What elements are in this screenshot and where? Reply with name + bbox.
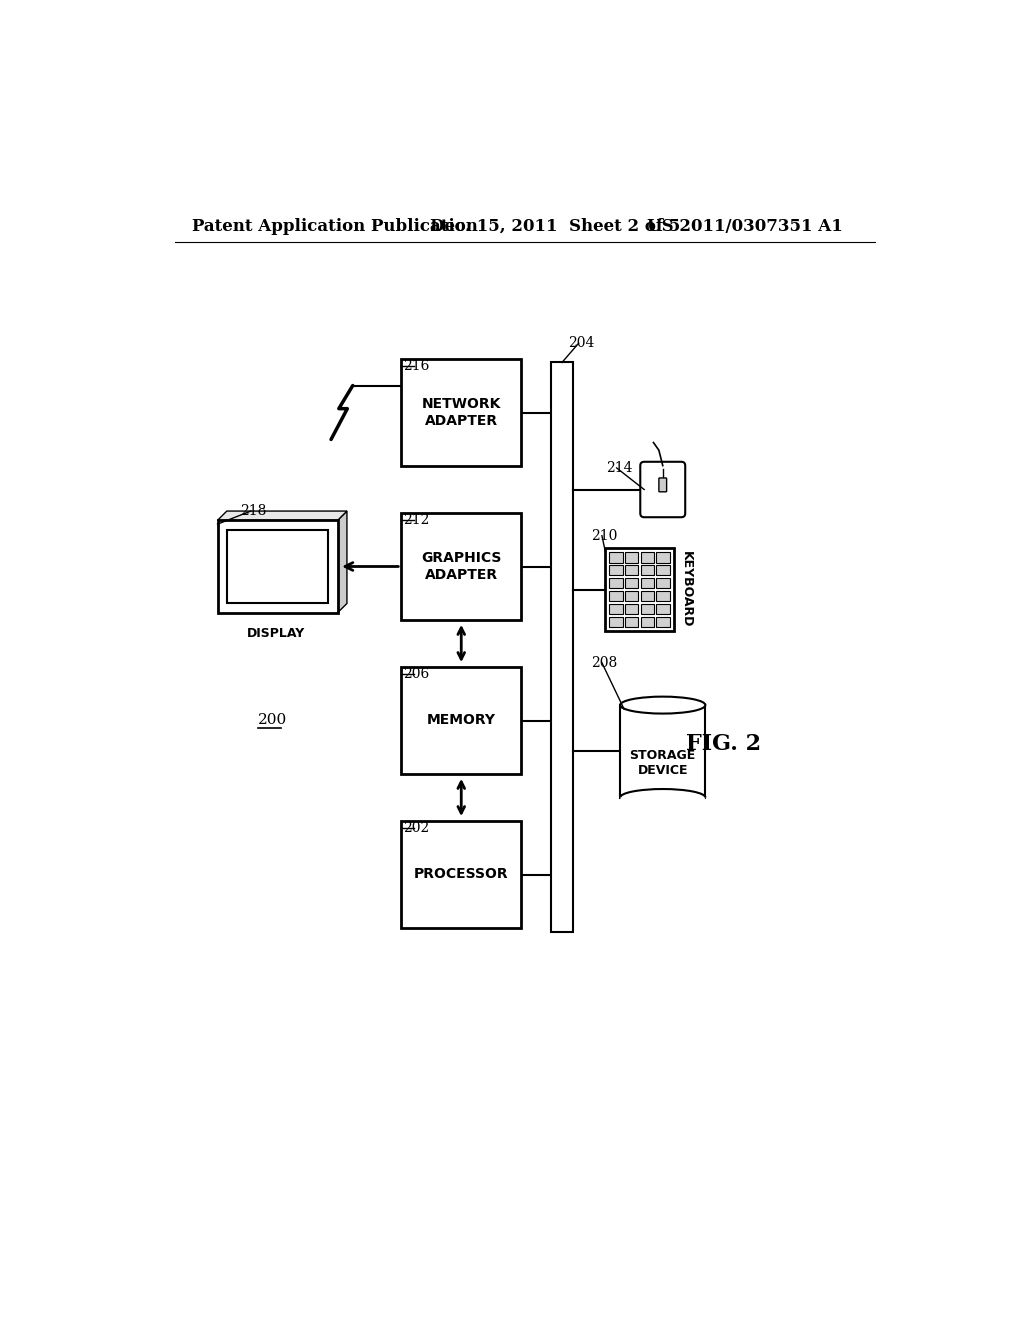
Text: PROCESSOR: PROCESSOR <box>414 867 509 882</box>
Bar <box>641 603 654 614</box>
Text: FIG. 2: FIG. 2 <box>686 733 761 755</box>
Polygon shape <box>338 511 347 612</box>
Text: 206: 206 <box>403 668 429 681</box>
Text: 202: 202 <box>403 821 429 836</box>
Bar <box>625 578 638 589</box>
Bar <box>625 616 638 627</box>
Bar <box>656 616 670 627</box>
Bar <box>641 616 654 627</box>
Text: Dec. 15, 2011  Sheet 2 of 5: Dec. 15, 2011 Sheet 2 of 5 <box>430 218 681 235</box>
Bar <box>605 548 674 631</box>
Text: 212: 212 <box>403 513 429 527</box>
Bar <box>609 578 623 589</box>
Bar <box>621 705 706 797</box>
Bar <box>656 552 670 562</box>
Bar <box>609 603 623 614</box>
Bar <box>625 591 638 602</box>
Bar <box>609 565 623 576</box>
Bar <box>609 552 623 562</box>
Text: 204: 204 <box>568 337 595 350</box>
Bar <box>401 821 521 928</box>
Bar <box>401 359 521 466</box>
Polygon shape <box>217 511 347 520</box>
Bar <box>656 578 670 589</box>
Bar <box>625 565 638 576</box>
Text: 210: 210 <box>592 529 617 543</box>
Ellipse shape <box>621 697 706 714</box>
Bar <box>401 667 521 775</box>
Bar <box>217 520 338 612</box>
Text: NETWORK
ADAPTER: NETWORK ADAPTER <box>422 397 501 428</box>
Bar <box>226 529 329 603</box>
Bar <box>656 565 670 576</box>
Text: GRAPHICS
ADAPTER: GRAPHICS ADAPTER <box>421 552 502 582</box>
Text: Patent Application Publication: Patent Application Publication <box>191 218 477 235</box>
Bar <box>401 512 521 620</box>
Text: US 2011/0307351 A1: US 2011/0307351 A1 <box>647 218 843 235</box>
Bar <box>609 616 623 627</box>
Bar <box>656 603 670 614</box>
Bar <box>609 591 623 602</box>
Text: MEMORY: MEMORY <box>427 714 496 727</box>
Bar <box>641 578 654 589</box>
Text: 214: 214 <box>606 461 633 475</box>
Text: 218: 218 <box>241 504 266 517</box>
Bar <box>625 603 638 614</box>
Text: DISPLAY: DISPLAY <box>247 627 305 640</box>
Bar <box>625 552 638 562</box>
FancyBboxPatch shape <box>658 478 667 492</box>
Bar <box>551 363 572 932</box>
Text: 208: 208 <box>592 656 617 669</box>
Text: STORAGE
DEVICE: STORAGE DEVICE <box>630 748 696 777</box>
Bar <box>641 591 654 602</box>
Bar <box>656 591 670 602</box>
Bar <box>641 565 654 576</box>
FancyBboxPatch shape <box>640 462 685 517</box>
Text: 216: 216 <box>403 359 429 374</box>
Bar <box>641 552 654 562</box>
Text: KEYBOARD: KEYBOARD <box>680 552 693 628</box>
Text: 200: 200 <box>258 714 288 727</box>
Ellipse shape <box>621 789 706 807</box>
